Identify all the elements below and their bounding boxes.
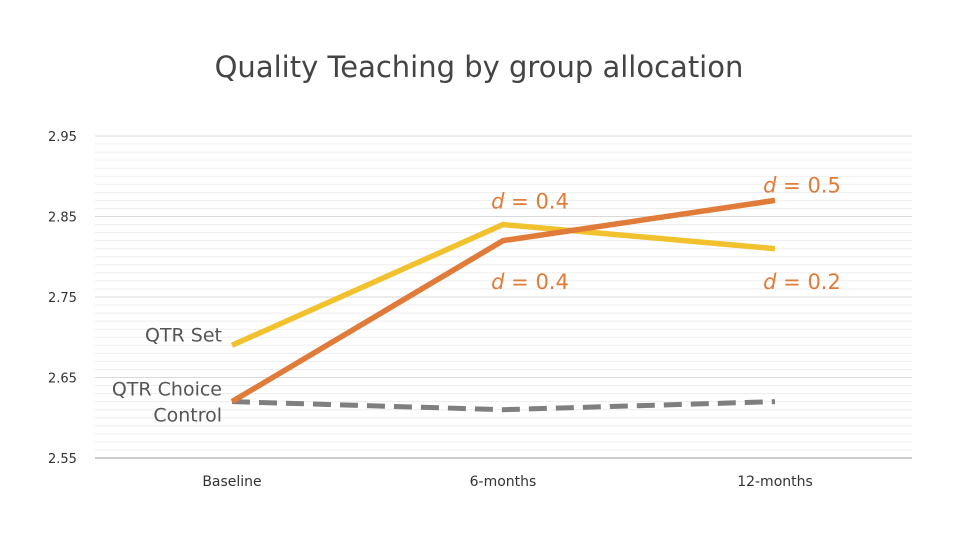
series-line-control [231,399,776,413]
x-tick-label: 6-months [470,474,537,490]
y-tick-label: 2.85 [48,211,77,226]
effect-size-label: d = 0.4 [491,189,569,213]
y-tick-label: 2.65 [48,372,77,387]
x-tick-label: 12-months [737,474,813,490]
x-tick-label: Baseline [202,474,261,490]
effect-size-label: d = 0.2 [763,270,841,294]
series-label: QTR Set [145,324,222,346]
series-line-qtr-choice [230,197,776,405]
y-tick-label: 2.75 [48,291,77,306]
effect-size-label: d = 0.5 [763,173,841,197]
y-tick-label: 2.55 [48,452,77,467]
y-tick-label: 2.95 [48,130,77,145]
effect-size-label: d = 0.4 [491,270,569,294]
axis-ticks: 2.95 2.85 2.75 2.65 2.55 Baseline 6-months 12-m… [48,130,813,490]
series-line-qtr-set [230,221,776,348]
series-label: QTR Choice [112,379,222,401]
grid [95,135,912,459]
series-label: Control [153,405,222,427]
effect-size-annotations: d = 0.4 d = 0.4 d = 0.5 d = 0.2 [491,173,841,294]
series-lines [230,197,776,413]
chart-title: Quality Teaching by group allocation [215,50,744,84]
series-labels: QTR Set QTR Choice Control [112,324,222,426]
